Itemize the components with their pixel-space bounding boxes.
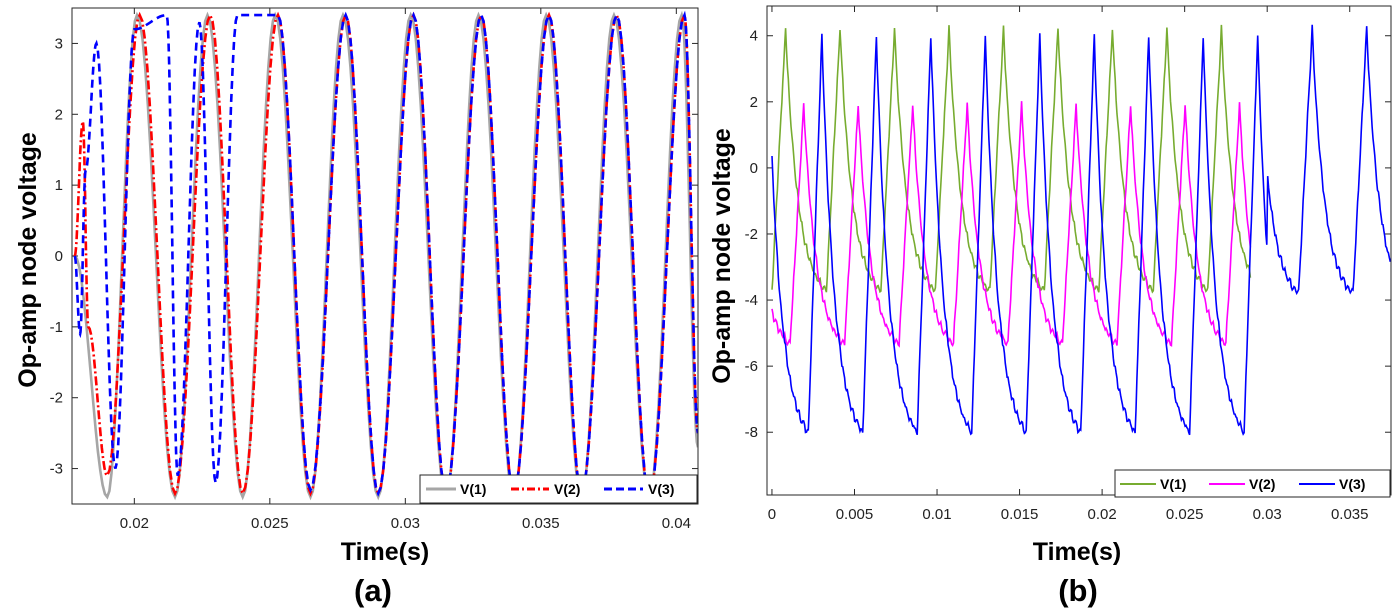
chart-a-yticks: -3 -2 -1 0 1 2 3 bbox=[50, 35, 698, 478]
chart-b-xtick-label: 0.02 bbox=[1088, 506, 1117, 523]
chart-b-legend-label-v2: V(2) bbox=[1249, 476, 1275, 492]
chart-a-ylabel: Op-amp node voltage bbox=[14, 132, 42, 388]
chart-a-legend-box bbox=[419, 474, 698, 504]
chart-a-legend-label-v3: V(3) bbox=[648, 481, 674, 497]
chart-b-ytick-label: 4 bbox=[750, 28, 758, 45]
chart-b: -8 -6 -4 -2 0 2 4 0 0.005 0.01 0.015 0.02 0.025 0.03… bbox=[708, 5, 1392, 608]
chart-b-xtick-label: 0.01 bbox=[922, 506, 951, 523]
chart-a-xtick-label: 0.04 bbox=[662, 515, 691, 532]
chart-b-ytick-label: -4 bbox=[745, 292, 758, 309]
chart-b-series-v2 bbox=[771, 101, 1252, 348]
chart-a-ytick-label: 0 bbox=[55, 248, 63, 265]
chart-b-xtick-label: 0.035 bbox=[1331, 506, 1369, 523]
chart-b-xlabel: Time(s) bbox=[1033, 538, 1121, 566]
chart-b-legend-box bbox=[1114, 469, 1391, 498]
chart-b-ytick-label: -2 bbox=[745, 226, 758, 243]
chart-a-ytick-label: -1 bbox=[50, 319, 63, 336]
chart-b-ytick-label: -8 bbox=[745, 424, 758, 441]
chart-a-legend: V(1) V(2) V(3) bbox=[419, 474, 698, 504]
chart-b-xticks: 0 0.005 0.01 0.015 0.02 0.025 0.03 0.035 bbox=[768, 6, 1369, 523]
chart-b-legend-label-v1: V(1) bbox=[1160, 476, 1186, 492]
chart-b-legend-label-v3: V(3) bbox=[1339, 476, 1365, 492]
chart-a-legend-label-v1: V(1) bbox=[460, 481, 486, 497]
chart-b-ytick-label: 2 bbox=[750, 94, 758, 111]
chart-a-ytick-label: 3 bbox=[55, 35, 63, 52]
chart-b-panel-label: (b) bbox=[1058, 573, 1098, 608]
chart-b-xtick-label: 0.03 bbox=[1253, 506, 1282, 523]
chart-a: -3 -2 -1 0 1 2 3 0.02 0.025 0.03 0.035 0.04 V(1) V… bbox=[14, 7, 699, 608]
chart-a-ytick-label: 2 bbox=[55, 106, 63, 123]
chart-a-series bbox=[73, 10, 698, 501]
chart-a-series-v3 bbox=[73, 10, 698, 501]
chart-a-ytick-label: -3 bbox=[50, 461, 63, 478]
chart-a-frame bbox=[71, 7, 699, 505]
chart-b-frame bbox=[766, 5, 1392, 496]
chart-b-ytick-label: 0 bbox=[750, 160, 758, 177]
chart-a-xtick-label: 0.035 bbox=[522, 515, 560, 532]
chart-b-xtick-label: 0 bbox=[768, 506, 776, 523]
chart-b-ytick-label: -6 bbox=[745, 358, 758, 375]
chart-a-panel-label: (a) bbox=[354, 573, 392, 608]
chart-b-series-v3 bbox=[771, 24, 1391, 436]
chart-b-yticks: -8 -6 -4 -2 0 2 4 bbox=[745, 28, 1391, 441]
chart-b-xtick-label: 0.025 bbox=[1166, 506, 1204, 523]
chart-a-xtick-label: 0.025 bbox=[251, 515, 289, 532]
chart-a-ytick-label: 1 bbox=[55, 177, 63, 194]
chart-a-ytick-label: -2 bbox=[50, 390, 63, 407]
chart-b-xtick-label: 0.015 bbox=[1001, 506, 1039, 523]
chart-a-legend-label-v2: V(2) bbox=[554, 481, 580, 497]
chart-b-ylabel: Op-amp node voltage bbox=[708, 128, 736, 384]
chart-b-series-v1 bbox=[771, 24, 1252, 294]
chart-b-series bbox=[771, 24, 1391, 436]
chart-b-legend: V(1) V(2) V(3) bbox=[1114, 469, 1391, 498]
chart-a-xtick-label: 0.03 bbox=[391, 515, 420, 532]
chart-a-xticks: 0.02 0.025 0.03 0.035 0.04 bbox=[120, 8, 691, 532]
chart-a-xlabel: Time(s) bbox=[341, 538, 429, 566]
chart-a-xtick-label: 0.02 bbox=[120, 515, 149, 532]
chart-b-xtick-label: 0.005 bbox=[836, 506, 874, 523]
